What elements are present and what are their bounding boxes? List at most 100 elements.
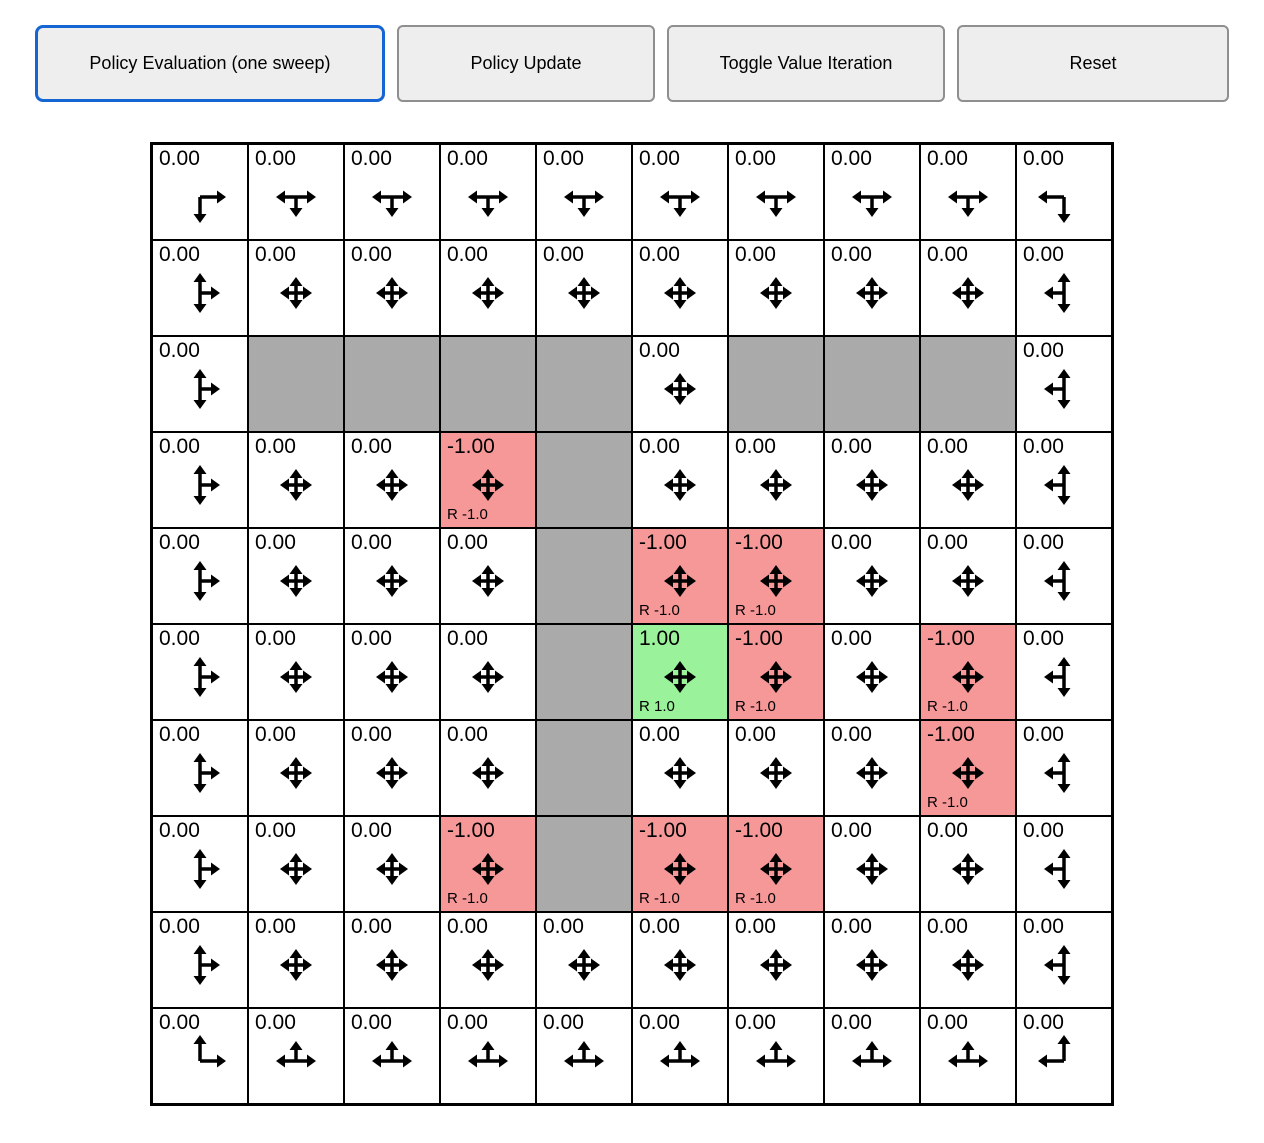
cell-value: 0.00 xyxy=(543,1011,584,1034)
grid-cell[interactable]: 0.00 xyxy=(1017,721,1111,815)
policy-arrows-icon xyxy=(1044,657,1071,697)
grid-cell[interactable]: 0.00 xyxy=(441,529,535,623)
grid-cell[interactable]: 0.00 xyxy=(249,241,343,335)
grid-cell[interactable]: 0.00 xyxy=(1017,337,1111,431)
grid-cell[interactable]: 0.00 xyxy=(921,817,1015,911)
grid-cell[interactable]: 0.00 xyxy=(1017,433,1111,527)
grid-cell[interactable]: 0.00 xyxy=(537,145,631,239)
grid-cell[interactable]: -1.00 R -1.0 xyxy=(441,817,535,911)
grid-cell[interactable]: 0.00 xyxy=(729,241,823,335)
wall-cell xyxy=(441,337,535,431)
grid-cell[interactable]: 0.00 xyxy=(825,721,919,815)
grid-cell[interactable]: 0.00 xyxy=(441,625,535,719)
grid-cell[interactable]: 0.00 xyxy=(345,913,439,1007)
grid-cell[interactable]: 0.00 xyxy=(729,913,823,1007)
grid-cell[interactable]: 0.00 xyxy=(441,1009,535,1103)
grid-cell[interactable]: 0.00 xyxy=(633,433,727,527)
grid-cell[interactable]: 0.00 xyxy=(153,721,247,815)
grid-cell[interactable]: 0.00 xyxy=(345,433,439,527)
grid-cell[interactable]: 0.00 xyxy=(921,145,1015,239)
policy-arrows-icon xyxy=(660,1041,700,1068)
grid-cell[interactable]: 0.00 xyxy=(921,1009,1015,1103)
grid-cell[interactable]: 0.00 xyxy=(633,721,727,815)
grid-cell[interactable]: 0.00 xyxy=(345,145,439,239)
grid-cell[interactable]: 0.00 xyxy=(1017,625,1111,719)
grid-cell[interactable]: 0.00 xyxy=(345,625,439,719)
grid-cell[interactable]: 0.00 xyxy=(921,913,1015,1007)
grid-cell[interactable]: 0.00 xyxy=(249,145,343,239)
grid-cell[interactable]: 0.00 xyxy=(825,913,919,1007)
grid-cell[interactable]: 0.00 xyxy=(537,1009,631,1103)
grid-cell[interactable]: 0.00 xyxy=(921,433,1015,527)
grid-cell[interactable]: 0.00 xyxy=(345,529,439,623)
grid-cell[interactable]: -1.00 R -1.0 xyxy=(633,529,727,623)
grid-cell[interactable]: 0.00 xyxy=(633,913,727,1007)
grid-cell[interactable]: 0.00 xyxy=(345,721,439,815)
grid-cell[interactable]: 0.00 xyxy=(153,1009,247,1103)
grid-cell[interactable]: 0.00 xyxy=(153,337,247,431)
grid-cell[interactable]: 0.00 xyxy=(153,625,247,719)
grid-cell[interactable]: 0.00 xyxy=(1017,913,1111,1007)
grid-cell[interactable]: 0.00 xyxy=(825,241,919,335)
policy-arrows-icon xyxy=(664,661,696,693)
grid-cell[interactable]: 0.00 xyxy=(345,817,439,911)
grid-cell[interactable]: 0.00 xyxy=(1017,241,1111,335)
grid-cell[interactable]: 0.00 xyxy=(1017,529,1111,623)
grid-cell[interactable]: 0.00 xyxy=(729,145,823,239)
grid-cell[interactable]: 0.00 xyxy=(921,241,1015,335)
grid-cell[interactable]: 0.00 xyxy=(441,145,535,239)
policy-update-button[interactable]: Policy Update xyxy=(397,25,655,102)
grid-cell[interactable]: -1.00 R -1.0 xyxy=(921,625,1015,719)
grid-cell[interactable]: 0.00 xyxy=(633,1009,727,1103)
grid-cell[interactable]: 0.00 xyxy=(153,145,247,239)
cell-value: -1.00 xyxy=(735,531,783,554)
grid-cell[interactable]: 0.00 xyxy=(249,721,343,815)
grid-cell[interactable]: 0.00 xyxy=(633,145,727,239)
grid-cell[interactable]: 0.00 xyxy=(633,241,727,335)
grid-cell[interactable]: -1.00 R -1.0 xyxy=(729,817,823,911)
toggle-value-iteration-button[interactable]: Toggle Value Iteration xyxy=(667,25,945,102)
grid-cell[interactable]: 0.00 xyxy=(729,721,823,815)
grid-cell[interactable]: 0.00 xyxy=(249,817,343,911)
grid-cell[interactable]: 0.00 xyxy=(153,241,247,335)
grid-cell[interactable]: 0.00 xyxy=(345,241,439,335)
policy-evaluation-button[interactable]: Policy Evaluation (one sweep) xyxy=(35,25,385,102)
grid-cell[interactable]: -1.00 R -1.0 xyxy=(633,817,727,911)
grid-cell[interactable]: 0.00 xyxy=(153,433,247,527)
grid-cell[interactable]: 0.00 xyxy=(345,1009,439,1103)
grid-cell[interactable]: 0.00 xyxy=(921,529,1015,623)
grid-cell[interactable]: 0.00 xyxy=(1017,145,1111,239)
grid-cell[interactable]: 0.00 xyxy=(153,913,247,1007)
reset-button[interactable]: Reset xyxy=(957,25,1229,102)
grid-cell[interactable]: 0.00 xyxy=(441,721,535,815)
grid-cell[interactable]: 0.00 xyxy=(249,913,343,1007)
grid-cell[interactable]: -1.00 R -1.0 xyxy=(921,721,1015,815)
grid-cell[interactable]: 0.00 xyxy=(249,433,343,527)
grid-cell[interactable]: 0.00 xyxy=(729,1009,823,1103)
grid-cell[interactable]: 0.00 xyxy=(825,433,919,527)
grid-cell[interactable]: 0.00 xyxy=(825,625,919,719)
grid-cell[interactable]: 0.00 xyxy=(825,1009,919,1103)
grid-cell[interactable]: 0.00 xyxy=(249,625,343,719)
grid-cell[interactable]: 0.00 xyxy=(729,433,823,527)
grid-cell[interactable]: 1.00 R 1.0 xyxy=(633,625,727,719)
grid-cell[interactable]: 0.00 xyxy=(1017,817,1111,911)
cell-value: 0.00 xyxy=(927,243,968,266)
grid-cell[interactable]: 0.00 xyxy=(249,529,343,623)
grid-cell[interactable]: 0.00 xyxy=(249,1009,343,1103)
grid-cell[interactable]: 0.00 xyxy=(825,817,919,911)
grid-cell[interactable]: -1.00 R -1.0 xyxy=(729,529,823,623)
grid-cell[interactable]: 0.00 xyxy=(537,241,631,335)
grid-cell[interactable]: 0.00 xyxy=(825,145,919,239)
grid-cell[interactable]: 0.00 xyxy=(153,529,247,623)
cell-value: -1.00 xyxy=(735,819,783,842)
grid-cell[interactable]: 0.00 xyxy=(633,337,727,431)
grid-cell[interactable]: 0.00 xyxy=(537,913,631,1007)
grid-cell[interactable]: 0.00 xyxy=(825,529,919,623)
grid-cell[interactable]: 0.00 xyxy=(1017,1009,1111,1103)
grid-cell[interactable]: -1.00 R -1.0 xyxy=(729,625,823,719)
grid-cell[interactable]: 0.00 xyxy=(441,913,535,1007)
grid-cell[interactable]: 0.00 xyxy=(441,241,535,335)
grid-cell[interactable]: -1.00 R -1.0 xyxy=(441,433,535,527)
grid-cell[interactable]: 0.00 xyxy=(153,817,247,911)
